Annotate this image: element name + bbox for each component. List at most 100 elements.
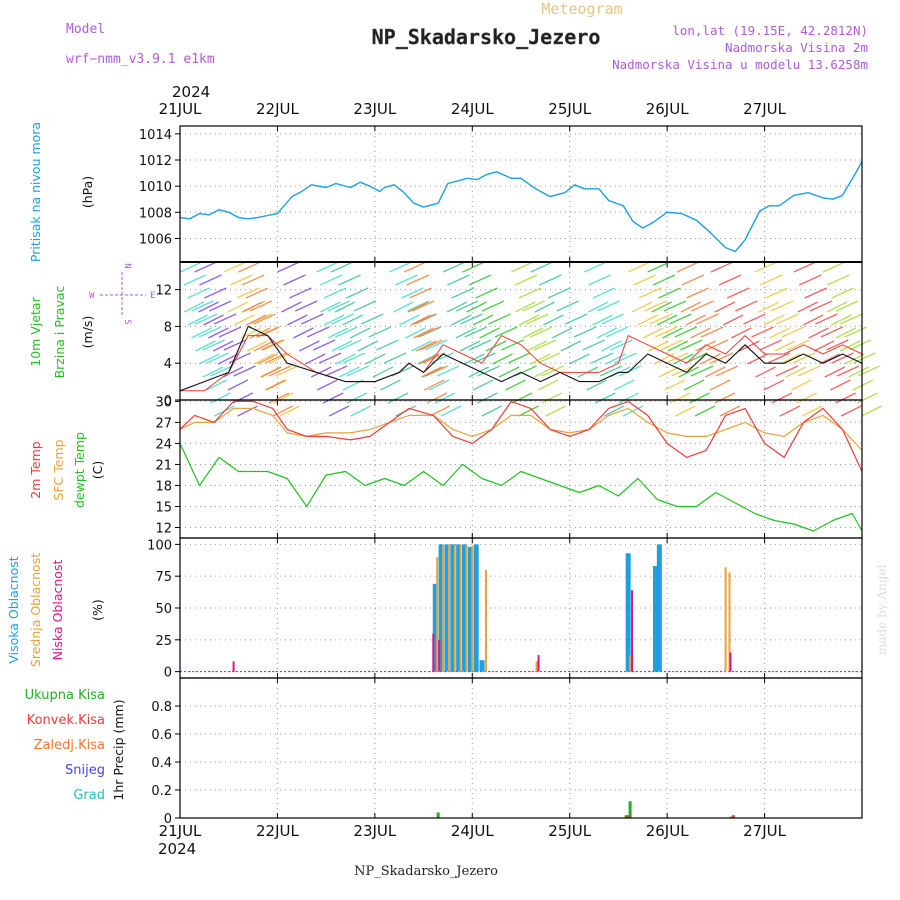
wind-barb xyxy=(475,287,498,299)
wind-barb xyxy=(529,326,553,338)
wind-barb xyxy=(468,366,489,378)
cloud-bar xyxy=(459,544,462,672)
wind-barb xyxy=(573,326,597,338)
wind-barb xyxy=(411,300,435,312)
panel-pressure: 1006 1008 1010 1012 1014 xyxy=(139,126,863,262)
wind-barb xyxy=(813,340,835,352)
y-tick-label: 0.6 xyxy=(151,728,172,743)
wind-barb xyxy=(206,379,228,391)
wind-barb xyxy=(451,314,472,326)
wind-barb xyxy=(603,405,625,417)
wind-barb xyxy=(844,326,867,338)
wind-barb xyxy=(318,352,342,364)
wind-barb xyxy=(822,261,846,273)
panel-precip: 0 0.2 0.4 0.6 0.8 xyxy=(151,678,863,827)
wind-barb xyxy=(718,274,742,286)
wind-barb xyxy=(339,366,360,378)
wind-barb xyxy=(349,327,371,339)
y-tick-label: 25 xyxy=(155,634,172,649)
wind-barb xyxy=(545,405,566,417)
wind-barb xyxy=(372,366,394,378)
wind-barb xyxy=(710,261,734,273)
wind-barb xyxy=(543,314,564,326)
cloud-bar xyxy=(656,544,662,672)
wind-barb xyxy=(331,340,353,352)
wind-barb xyxy=(582,339,605,351)
wind-barb xyxy=(451,287,474,299)
wind-barb xyxy=(569,353,590,365)
x-label-top: 27JUL xyxy=(743,100,786,118)
wind-barb xyxy=(410,314,432,326)
x-label-bottom: 25JUL xyxy=(548,822,591,840)
wind-barb xyxy=(829,379,851,391)
wind-barb xyxy=(809,300,833,312)
wind-barb xyxy=(383,352,407,364)
wind-barb xyxy=(541,365,564,377)
cloud-bar xyxy=(465,544,468,672)
wind-barb xyxy=(353,300,377,312)
wind-barb xyxy=(210,392,231,404)
wind-barb xyxy=(187,314,209,326)
precip-bar xyxy=(624,815,628,818)
wind-barb xyxy=(245,314,267,326)
wind-barb xyxy=(328,405,350,417)
wind-barb xyxy=(198,326,222,338)
footer-station: NP_Skadarsko_Jezero xyxy=(354,864,498,879)
wind-barb xyxy=(791,379,812,391)
wind-barb xyxy=(767,352,791,364)
wind-barb xyxy=(424,339,448,351)
wind-barb xyxy=(826,339,849,351)
wind-barb xyxy=(683,379,705,391)
x-label-top: 23JUL xyxy=(353,100,396,118)
wind-barb xyxy=(522,327,544,339)
wind-barb xyxy=(848,339,872,351)
wind-barb xyxy=(420,339,443,351)
wind-barb xyxy=(797,365,821,377)
wind-barb xyxy=(801,405,823,417)
wind-barb xyxy=(253,313,276,325)
wind-barb xyxy=(266,379,288,391)
wind-barb xyxy=(560,340,582,352)
wind-barb xyxy=(346,365,369,377)
wind-barb xyxy=(316,261,339,273)
cloud-bar xyxy=(438,639,441,672)
station-title: NP_Skadarsko_Jezero xyxy=(372,25,601,49)
pressure-ylabel: Pritisak na nivou mora xyxy=(28,122,43,262)
wind-barb xyxy=(780,353,801,365)
wind-barb xyxy=(690,365,714,377)
wind-barb xyxy=(455,327,477,339)
temp-ylabel-2m: 2m Temp xyxy=(28,441,43,498)
wind-barb xyxy=(342,352,366,364)
model-label: Model xyxy=(66,22,105,37)
y-tick-label: 12 xyxy=(155,284,172,299)
x-label-bottom: 27JUL xyxy=(743,822,786,840)
wind-barb xyxy=(648,340,669,352)
wind-barb xyxy=(462,261,485,273)
wind-barb xyxy=(705,339,729,351)
wind-barb xyxy=(368,326,392,338)
wind-barb xyxy=(518,405,539,417)
wind-barb xyxy=(279,405,301,417)
panel-frame xyxy=(179,399,863,539)
wind-barb xyxy=(306,326,330,338)
wind-barb xyxy=(488,313,511,325)
y-tick-label: 15 xyxy=(155,500,172,515)
wind-barb xyxy=(187,287,210,299)
wind-barb xyxy=(455,300,479,312)
cloud-bar xyxy=(467,546,473,672)
cloud-bar xyxy=(535,661,538,672)
wind-barb xyxy=(691,300,714,312)
wind-barb xyxy=(429,405,451,417)
wind-barb xyxy=(642,327,664,339)
wind-barb xyxy=(605,353,626,365)
wind-barb xyxy=(238,261,261,273)
dewpt-line xyxy=(179,443,863,532)
wind-barb xyxy=(530,261,554,273)
model-altitude-label: Nadmorska Visina u modelu 13.6258m xyxy=(612,57,868,72)
wind-barb xyxy=(785,366,807,378)
legend-conv: Konvek.Kisa xyxy=(27,713,105,728)
wind-barb xyxy=(792,352,815,364)
wind-barb xyxy=(680,301,702,313)
wind-barb xyxy=(796,392,818,404)
wind-barb xyxy=(281,301,302,313)
